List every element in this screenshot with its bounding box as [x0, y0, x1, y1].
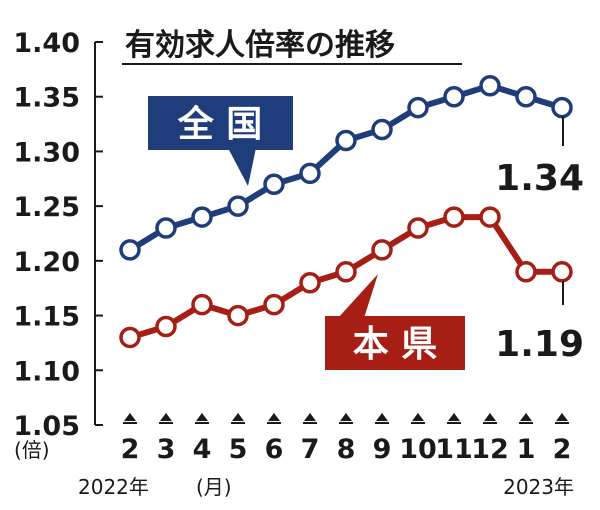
chart-title: 有効求人倍率の推移 [125, 28, 395, 63]
data-point [227, 304, 249, 327]
x-tick-label: 10 [399, 434, 437, 465]
end-label-prefecture: 1.19 [495, 324, 584, 365]
x-tick-label: 9 [373, 434, 392, 465]
x-tick-label: 8 [337, 434, 356, 465]
x-tick-mark [340, 413, 352, 421]
callout-prefecture-pointer [338, 274, 378, 318]
data-point [227, 195, 249, 217]
data-point [551, 96, 573, 119]
series-layer [119, 75, 573, 349]
data-point [191, 206, 213, 228]
x-tick-label: 7 [301, 434, 320, 465]
callout-national-label: 全 国 [177, 103, 263, 145]
data-point [443, 85, 465, 108]
data-point [155, 217, 177, 239]
data-point [335, 261, 357, 283]
x-tick-label: 2 [121, 434, 140, 465]
y-tick-label: 1.25 [13, 192, 80, 223]
data-point [551, 261, 573, 283]
data-point [155, 315, 177, 338]
y-tick-label: 1.15 [13, 302, 80, 333]
callout-prefecture-label: 本 県 [353, 324, 438, 365]
x-tick-mark [196, 413, 208, 421]
data-point [263, 173, 285, 196]
x-tick-label: 3 [157, 434, 176, 465]
x-tick-label: 1 [517, 434, 536, 465]
callout-prefecture-box [325, 316, 465, 370]
y-tick-label: 1.20 [13, 247, 80, 278]
data-point [119, 239, 141, 261]
x-tick-mark [520, 413, 532, 421]
x-tick-mark [412, 413, 424, 421]
data-point [515, 261, 537, 283]
data-point [443, 206, 465, 228]
x-tick-mark [160, 413, 172, 421]
data-point [191, 293, 213, 316]
x-tick-mark [304, 413, 316, 421]
data-point [335, 129, 357, 152]
y-unit-label: (倍) [14, 438, 50, 462]
x-tick-label: 5 [229, 434, 248, 465]
x-tick-label: 2 [553, 434, 572, 465]
x-tick-label: 11 [435, 434, 473, 465]
x-year-end: 2023年 [503, 475, 574, 499]
y-tick-label: 1.30 [13, 137, 80, 168]
data-point [479, 75, 501, 97]
y-tick-label: 1.10 [13, 356, 80, 387]
y-tick-label: 1.35 [13, 83, 80, 114]
data-point [299, 271, 321, 294]
y-tick-label: 1.40 [13, 28, 80, 59]
data-point [263, 293, 285, 316]
x-year-start: 2022年 [78, 475, 149, 499]
x-tick-mark [124, 413, 136, 421]
x-unit-label: (月) [196, 475, 232, 499]
data-point [479, 206, 501, 228]
x-tick-label: 12 [471, 434, 509, 465]
callout-national-pointer [228, 148, 256, 186]
x-tick-mark [268, 413, 280, 421]
data-point [371, 118, 393, 141]
x-tick-mark [376, 413, 388, 421]
x-tick-mark [484, 413, 496, 421]
data-point [299, 162, 321, 185]
y-axis: 1.40 1.35 1.30 1.25 1.20 1.15 1.10 1.05 [13, 28, 103, 442]
data-point [119, 326, 141, 349]
data-point [407, 96, 429, 119]
data-point [515, 85, 537, 108]
x-tick-mark [448, 413, 460, 421]
end-label-national: 1.34 [495, 158, 584, 199]
x-tick-label: 4 [193, 434, 212, 465]
y-tick-label: 1.05 [13, 411, 80, 442]
data-point [407, 217, 429, 239]
x-tick-mark [556, 413, 568, 421]
x-tick-mark [232, 413, 244, 421]
data-point [371, 239, 393, 261]
callout-national-box [148, 96, 293, 150]
x-tick-label: 6 [265, 434, 284, 465]
